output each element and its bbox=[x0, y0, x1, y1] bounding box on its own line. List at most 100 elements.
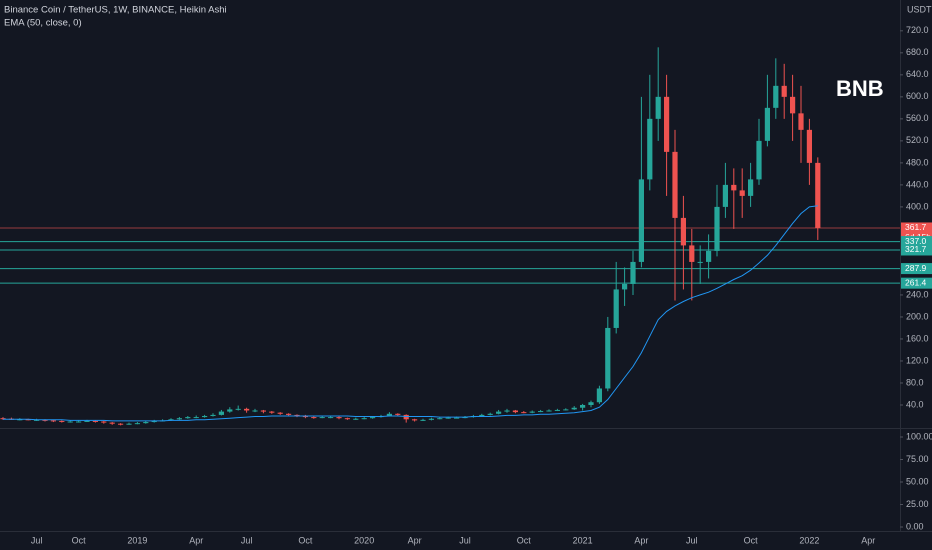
candle-body bbox=[101, 421, 107, 423]
x-tick-label: 2020 bbox=[354, 535, 374, 545]
indicator-header: EMA (50, close, 0) bbox=[4, 18, 82, 29]
candle-body bbox=[344, 418, 350, 420]
candle-body bbox=[504, 410, 510, 412]
candle-body bbox=[697, 261, 703, 263]
candle-body bbox=[412, 419, 418, 421]
candle-body bbox=[521, 412, 527, 414]
y-tick-label: 240.0 bbox=[906, 289, 929, 299]
x-tick-label: Jul bbox=[459, 535, 471, 545]
candle-body bbox=[252, 410, 258, 412]
x-tick-label: Apr bbox=[634, 535, 648, 545]
candle-body bbox=[235, 408, 241, 410]
candle-body bbox=[67, 421, 73, 423]
candle-body bbox=[815, 162, 821, 228]
candle-body bbox=[311, 417, 317, 419]
candle-body bbox=[546, 410, 552, 412]
candle-body bbox=[731, 184, 737, 191]
candle-body bbox=[806, 129, 812, 163]
y-tick-label: 680.0 bbox=[906, 47, 929, 57]
x-tick-label: 2019 bbox=[127, 535, 147, 545]
candle-body bbox=[512, 410, 518, 413]
candle-body bbox=[773, 85, 779, 108]
candle-body bbox=[588, 402, 594, 405]
x-tick-label: Oct bbox=[298, 535, 313, 545]
candle-body bbox=[118, 423, 124, 425]
x-tick-label: Oct bbox=[744, 535, 759, 545]
y-tick-label: 120.0 bbox=[906, 355, 929, 365]
candle-body bbox=[269, 411, 275, 413]
x-tick-label: Oct bbox=[72, 535, 87, 545]
level-price-label: 321.7 bbox=[905, 244, 927, 254]
candle-body bbox=[277, 412, 283, 414]
candle-body bbox=[563, 409, 569, 411]
level-price-box bbox=[901, 244, 932, 256]
y-tick-label: 400.0 bbox=[906, 201, 929, 211]
candle-body bbox=[622, 283, 628, 290]
y-tick-label: 50.00 bbox=[906, 476, 929, 486]
candle-body bbox=[756, 140, 762, 180]
x-tick-label: Jul bbox=[241, 535, 253, 545]
x-tick-label: 2021 bbox=[573, 535, 593, 545]
candle-body bbox=[420, 419, 426, 421]
candle-body bbox=[672, 151, 678, 218]
candle-body bbox=[403, 414, 409, 420]
candle-body bbox=[202, 415, 208, 418]
candle-body bbox=[34, 419, 40, 421]
candle-body bbox=[143, 422, 149, 424]
ema-line bbox=[3, 205, 818, 422]
candle-body bbox=[638, 179, 644, 262]
candle-body bbox=[538, 411, 544, 413]
candle-body bbox=[386, 413, 392, 416]
candle-body bbox=[227, 409, 233, 412]
candle-body bbox=[487, 413, 493, 415]
candle-body bbox=[647, 118, 653, 180]
candle-body bbox=[748, 179, 754, 196]
candle-body bbox=[92, 420, 98, 422]
currency-label: USDT bbox=[907, 4, 932, 14]
y-tick-label: 0.00 bbox=[906, 521, 924, 531]
candle-body bbox=[680, 217, 686, 246]
y-tick-label: 80.0 bbox=[906, 377, 924, 387]
candle-body bbox=[613, 289, 619, 328]
level-price-label: 287.9 bbox=[905, 263, 927, 273]
candle-body bbox=[185, 417, 191, 419]
candle-body bbox=[361, 418, 367, 420]
candle-body bbox=[714, 206, 720, 251]
x-tick-label: Jul bbox=[686, 535, 698, 545]
candle-body bbox=[655, 96, 661, 119]
level-price-box bbox=[901, 263, 932, 275]
x-tick-label: Oct bbox=[517, 535, 532, 545]
candle-body bbox=[294, 414, 300, 416]
candle-body bbox=[764, 107, 770, 141]
candle-body bbox=[59, 420, 65, 422]
y-tick-label: 600.0 bbox=[906, 91, 929, 101]
candle-body bbox=[151, 420, 157, 423]
level-price-label: 261.4 bbox=[905, 277, 927, 287]
candle-body bbox=[193, 417, 199, 419]
candle-body bbox=[437, 418, 443, 420]
candle-body bbox=[218, 411, 224, 415]
candle-body bbox=[689, 245, 695, 262]
candle-body bbox=[605, 327, 611, 389]
x-tick-label: Apr bbox=[408, 535, 422, 545]
candle-body bbox=[50, 420, 56, 422]
y-tick-label: 560.0 bbox=[906, 113, 929, 123]
candle-body bbox=[286, 413, 292, 415]
candle-body bbox=[706, 250, 712, 262]
candle-body bbox=[798, 113, 804, 130]
x-tick-label: Apr bbox=[189, 535, 203, 545]
candle-body bbox=[554, 409, 560, 411]
candle-body bbox=[571, 407, 577, 410]
candle-body bbox=[168, 419, 174, 421]
candle-body bbox=[454, 417, 460, 419]
candle-body bbox=[336, 417, 342, 419]
candle-body bbox=[428, 418, 434, 420]
candle-body bbox=[244, 408, 250, 411]
symbol-header: Binance Coin / TetherUS, 1W, BINANCE, He… bbox=[4, 5, 227, 16]
candle-body bbox=[370, 417, 376, 419]
y-tick-label: 40.0 bbox=[906, 399, 924, 409]
candle-body bbox=[479, 414, 485, 416]
candle-body bbox=[781, 85, 787, 97]
y-tick-label: 100.00 bbox=[906, 431, 932, 441]
